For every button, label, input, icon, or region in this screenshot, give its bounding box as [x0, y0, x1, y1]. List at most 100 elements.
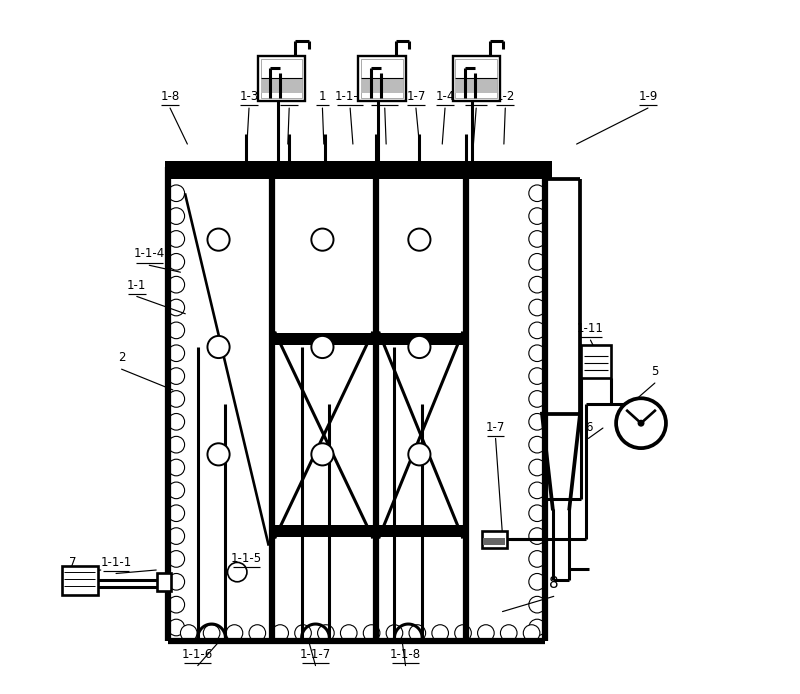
Circle shape [168, 208, 185, 224]
Text: 1-3: 1-3 [239, 90, 258, 103]
Circle shape [529, 322, 546, 339]
Circle shape [616, 398, 666, 448]
Circle shape [454, 625, 471, 641]
Bar [582, 345, 610, 378]
Circle shape [168, 230, 185, 247]
Circle shape [386, 625, 402, 641]
Circle shape [249, 625, 266, 641]
Text: 1-5: 1-5 [279, 90, 299, 103]
Text: 1-1: 1-1 [127, 278, 146, 291]
Text: 1-1-1: 1-1-1 [101, 556, 132, 568]
Circle shape [168, 322, 185, 339]
Circle shape [168, 276, 185, 293]
Bar [358, 56, 406, 101]
Text: 1-9: 1-9 [638, 90, 658, 103]
Circle shape [168, 619, 185, 636]
Circle shape [203, 625, 220, 641]
Bar [362, 78, 402, 93]
Circle shape [311, 336, 334, 358]
Text: 1-7: 1-7 [486, 421, 506, 434]
Circle shape [529, 527, 546, 544]
Circle shape [168, 596, 185, 613]
Circle shape [168, 185, 185, 201]
Circle shape [168, 299, 185, 316]
Circle shape [529, 414, 546, 430]
Bar [455, 78, 497, 93]
Circle shape [207, 443, 230, 466]
Circle shape [529, 619, 546, 636]
Circle shape [529, 482, 546, 499]
Circle shape [294, 625, 311, 641]
Circle shape [227, 562, 247, 582]
Circle shape [408, 443, 430, 466]
Text: 1-8: 1-8 [161, 90, 180, 103]
Circle shape [638, 421, 644, 426]
Circle shape [168, 550, 185, 567]
Circle shape [523, 625, 540, 641]
Text: 1-1-2: 1-1-2 [334, 90, 366, 103]
Circle shape [168, 573, 185, 590]
Circle shape [311, 443, 334, 466]
Bar [455, 59, 497, 99]
Circle shape [168, 345, 185, 362]
Bar [373, 333, 469, 345]
Circle shape [529, 573, 546, 590]
Circle shape [318, 625, 334, 641]
Circle shape [363, 625, 380, 641]
Circle shape [529, 299, 546, 316]
Circle shape [529, 230, 546, 247]
Circle shape [409, 625, 426, 641]
Circle shape [529, 368, 546, 384]
Bar [258, 56, 305, 101]
Bar [483, 538, 506, 545]
Bar [362, 59, 402, 99]
Circle shape [168, 391, 185, 407]
Bar [269, 525, 378, 537]
Text: 1-4: 1-4 [435, 90, 454, 103]
Circle shape [408, 228, 430, 251]
Circle shape [207, 336, 230, 358]
Bar [373, 525, 469, 537]
Text: 1-1-7: 1-1-7 [300, 648, 331, 661]
Text: 1-2: 1-2 [495, 90, 515, 103]
Circle shape [408, 336, 430, 358]
Circle shape [168, 414, 185, 430]
Circle shape [168, 253, 185, 270]
Text: 7: 7 [70, 556, 77, 568]
Bar [261, 59, 302, 99]
Text: 2: 2 [118, 351, 126, 364]
Circle shape [168, 459, 185, 476]
Circle shape [529, 437, 546, 453]
Circle shape [529, 345, 546, 362]
Circle shape [207, 228, 230, 251]
Circle shape [341, 625, 357, 641]
Circle shape [529, 505, 546, 521]
Circle shape [181, 625, 197, 641]
Bar [261, 78, 302, 93]
Circle shape [529, 185, 546, 201]
Text: 1-1-6: 1-1-6 [182, 648, 214, 661]
Circle shape [168, 437, 185, 453]
Circle shape [529, 253, 546, 270]
Circle shape [501, 625, 517, 641]
Bar [482, 531, 506, 548]
Circle shape [529, 459, 546, 476]
Bar [453, 56, 500, 101]
Circle shape [168, 482, 185, 499]
Circle shape [272, 625, 289, 641]
Text: 6: 6 [585, 421, 592, 434]
Bar [165, 162, 552, 179]
Circle shape [529, 596, 546, 613]
Text: 1: 1 [318, 90, 326, 103]
Circle shape [529, 550, 546, 567]
Text: 1-12: 1-12 [462, 90, 490, 103]
Circle shape [168, 368, 185, 384]
Circle shape [226, 625, 242, 641]
Bar [269, 333, 378, 345]
Bar [62, 566, 98, 595]
Text: 1-1-5: 1-1-5 [230, 552, 262, 565]
Text: 1-11: 1-11 [577, 322, 604, 335]
Circle shape [478, 625, 494, 641]
Circle shape [432, 625, 449, 641]
Text: 5: 5 [651, 365, 658, 378]
